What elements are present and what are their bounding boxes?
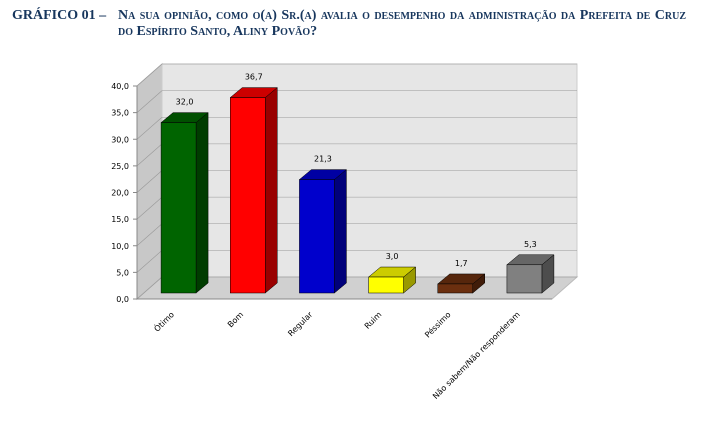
y-tick-label: 5,0 — [116, 268, 129, 277]
y-tick-label: 40,0 — [111, 82, 129, 91]
x-tick-label: Regular — [286, 310, 315, 339]
value-label: 3,0 — [386, 252, 399, 261]
grid-line — [136, 170, 163, 193]
grid-line — [136, 117, 163, 140]
y-tick-label: 15,0 — [111, 215, 129, 224]
value-label: 5,3 — [524, 240, 537, 249]
x-tick-label: Ruim — [363, 310, 384, 331]
bar — [368, 276, 404, 294]
x-tick-label: Ótimo — [151, 309, 176, 334]
bar — [299, 179, 335, 294]
chart-title: Na sua opinião, como o(a) Sr.(a) avalia … — [118, 8, 686, 39]
y-tick-label: 35,0 — [111, 109, 129, 118]
grid-line — [136, 63, 163, 87]
bar — [160, 122, 197, 294]
grid-line — [136, 90, 163, 113]
y-tick-label: 20,0 — [111, 189, 129, 198]
y-tick-label: 25,0 — [111, 162, 129, 171]
bar — [506, 264, 543, 294]
value-label: 1,7 — [455, 259, 468, 268]
bar-side — [334, 169, 347, 294]
bar-side — [195, 112, 209, 294]
grid-line — [136, 143, 163, 167]
y-tick-label: 30,0 — [111, 135, 129, 144]
y-tick-label: 0,0 — [116, 295, 129, 304]
value-label: 32,0 — [176, 98, 194, 107]
y-tick-label: 10,0 — [111, 242, 129, 251]
grid-line — [136, 250, 163, 273]
bar-side — [265, 87, 278, 294]
grid-line — [136, 276, 163, 300]
grid-line — [136, 196, 163, 220]
value-label: 36,7 — [245, 73, 263, 82]
chart-label: GRÁFICO 01 – — [12, 8, 107, 23]
value-label: 21,3 — [314, 155, 332, 164]
bar — [437, 283, 473, 294]
x-tick-label: Bom — [226, 310, 245, 329]
x-tick-label: Péssimo — [422, 309, 452, 339]
bar — [230, 97, 266, 294]
grid-line — [136, 223, 163, 246]
